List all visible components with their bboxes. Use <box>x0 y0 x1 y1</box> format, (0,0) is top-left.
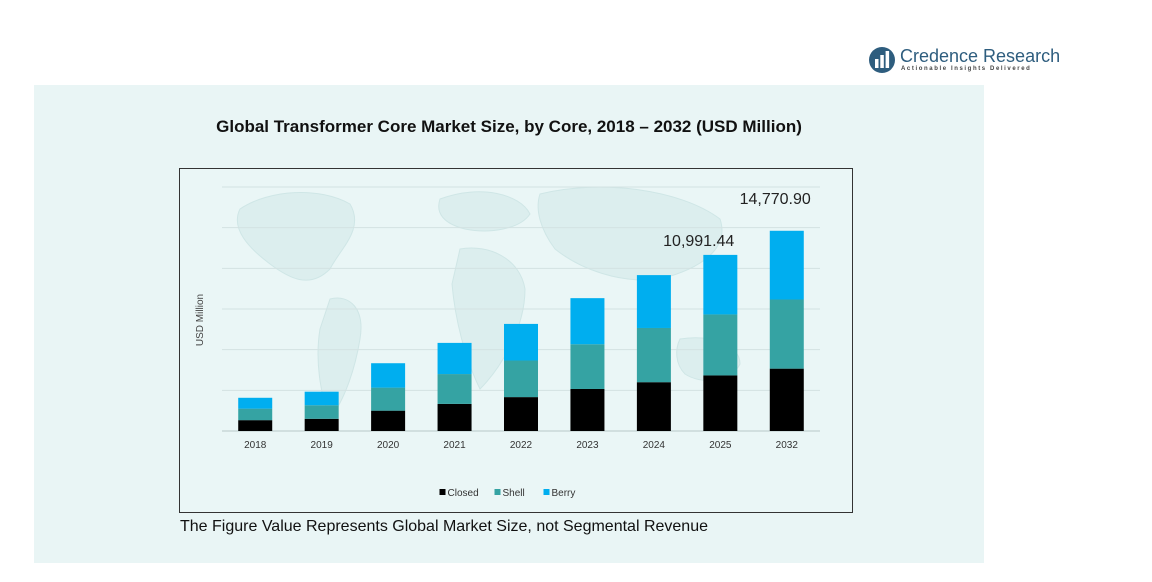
x-tick-label-2025: 2025 <box>709 440 732 451</box>
chart-title: Global Transformer Core Market Size, by … <box>216 117 802 136</box>
bar-chart-logo-icon <box>869 47 895 73</box>
legend-swatch-berry <box>543 489 550 495</box>
bar-closed-2018 <box>238 420 273 431</box>
bar-shell-2022 <box>504 360 538 398</box>
bars <box>238 230 804 431</box>
x-tick-label-2019: 2019 <box>311 440 334 451</box>
y-axis-label: USD Million <box>195 294 206 346</box>
brand-logo: Credence Research Actionable Insights De… <box>868 44 1061 78</box>
bar-closed-2025 <box>703 375 738 431</box>
bar-berry-2032 <box>769 230 804 300</box>
bar-berry-2018 <box>238 397 273 409</box>
chart-frame: 2018 2019 2020 2021 2022 2023 2024 2025 2032 10,… <box>179 168 853 513</box>
x-axis-tick-labels: 2018 2019 2020 2021 2022 2023 2024 2025 2032 <box>244 440 798 451</box>
x-tick-label-2021: 2021 <box>443 440 466 451</box>
bar-berry-2023 <box>570 298 605 345</box>
annotation-2025: 10,991.44 <box>663 233 734 250</box>
bar-berry-2019 <box>304 391 339 406</box>
legend-label-closed: Closed <box>448 488 479 499</box>
chart-panel: Global Transformer Core Market Size, by … <box>34 85 984 563</box>
x-tick-label-2022: 2022 <box>510 440 533 451</box>
legend-label-berry: Berry <box>552 488 576 499</box>
x-tick-label-2023: 2023 <box>576 440 599 451</box>
bar-shell-2023 <box>570 344 605 389</box>
brand-tagline: Actionable Insights Delivered <box>901 66 1032 72</box>
world-map-watermark <box>236 186 741 421</box>
bar-closed-2024 <box>636 382 671 431</box>
legend-swatch-shell <box>494 489 501 495</box>
bar-berry-2024 <box>636 275 671 328</box>
x-tick-label-2024: 2024 <box>643 440 666 451</box>
bar-berry-2021 <box>437 342 472 375</box>
legend-label-shell: Shell <box>503 488 525 499</box>
bar-berry-2020 <box>371 363 406 388</box>
legend: Closed Shell Berry <box>439 488 576 499</box>
x-tick-label-2020: 2020 <box>377 440 400 451</box>
bar-closed-2032 <box>769 368 804 431</box>
bar-shell-2020 <box>371 387 406 411</box>
bar-shell-2032 <box>769 299 804 369</box>
bar-berry-2022 <box>504 323 538 361</box>
legend-swatch-closed <box>439 489 446 495</box>
x-tick-label-2032: 2032 <box>776 440 799 451</box>
brand-name: Credence Research <box>900 46 1061 66</box>
bar-shell-2024 <box>636 327 671 383</box>
bar-shell-2021 <box>437 374 472 404</box>
bar-berry-2025 <box>703 254 738 315</box>
value-annotations: 10,991.44 14,770.90 <box>663 191 811 250</box>
bar-closed-2023 <box>570 388 605 431</box>
bar-closed-2021 <box>437 403 472 431</box>
bar-closed-2019 <box>304 418 339 431</box>
bar-closed-2022 <box>504 397 538 431</box>
annotation-2032: 14,770.90 <box>740 191 811 208</box>
bar-shell-2025 <box>703 314 738 376</box>
bar-shell-2018 <box>238 408 273 421</box>
stacked-bar-chart: 2018 2019 2020 2021 2022 2023 2024 2025 2032 10,… <box>195 186 820 499</box>
bar-shell-2019 <box>304 405 339 419</box>
footnote: The Figure Value Represents Global Marke… <box>180 518 708 535</box>
bar-closed-2020 <box>371 410 406 431</box>
x-tick-label-2018: 2018 <box>244 440 267 451</box>
